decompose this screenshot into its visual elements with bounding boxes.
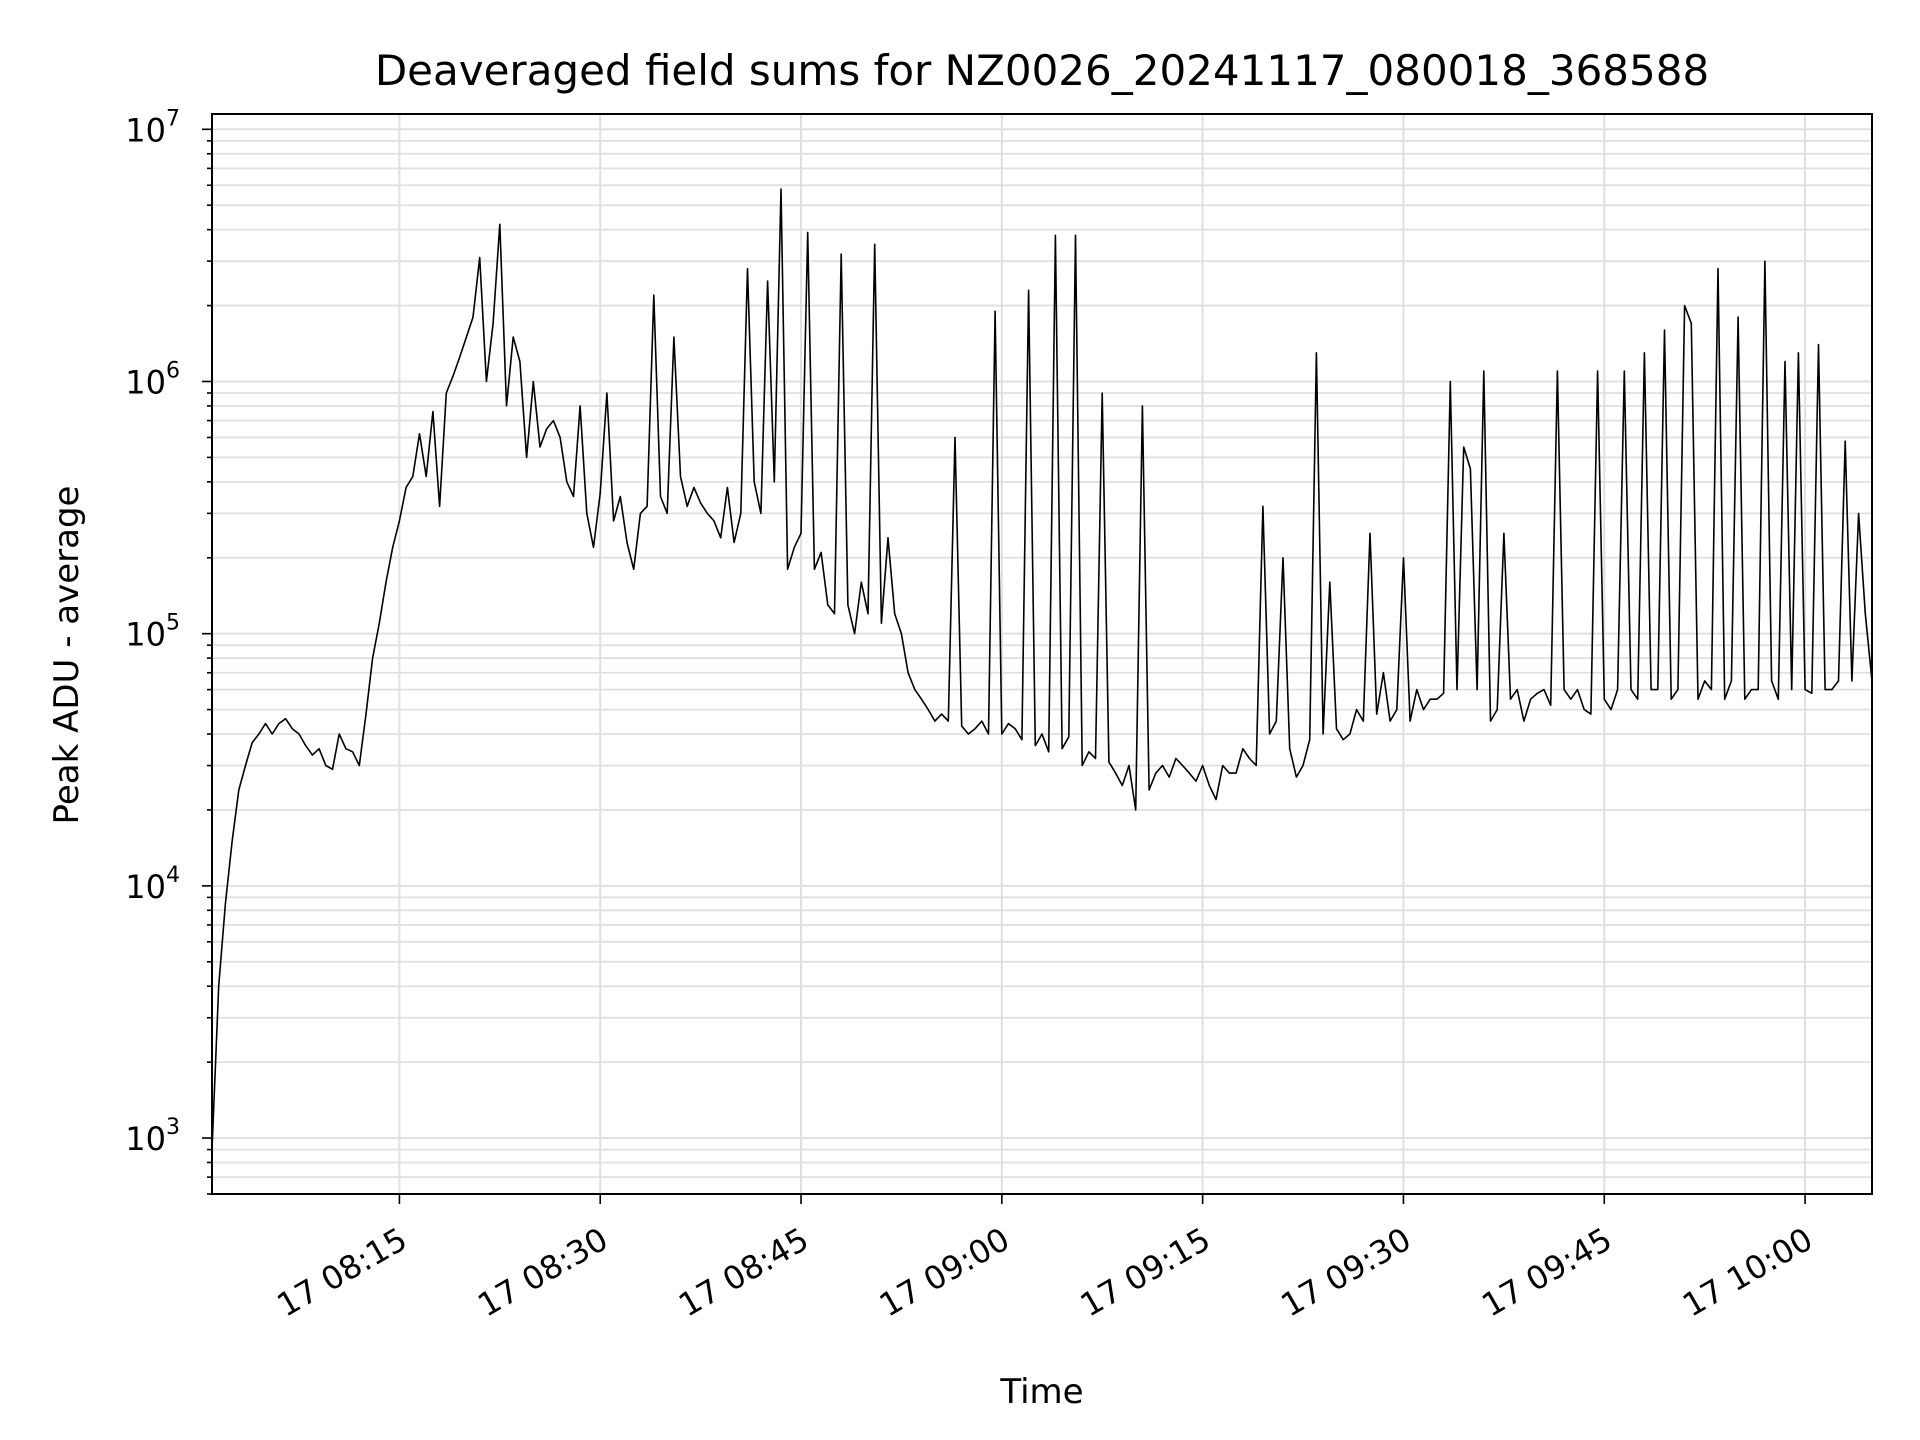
y-tick-base: 10 (125, 868, 166, 906)
y-tick-label: 103 (125, 1115, 180, 1158)
grid (212, 114, 1872, 1195)
y-tick-label: 106 (125, 358, 180, 401)
y-tick-exponent: 7 (166, 106, 180, 131)
y-tick-label: 105 (125, 611, 180, 654)
chart-title: Deaveraged field sums for NZ0026_2024111… (375, 46, 1709, 95)
y-tick-base: 10 (125, 363, 166, 401)
series-line (211, 188, 1873, 1150)
y-tick-exponent: 3 (166, 1115, 180, 1140)
y-tick-exponent: 5 (166, 611, 180, 636)
series-layer (211, 188, 1873, 1150)
y-tick-exponent: 4 (166, 863, 180, 888)
y-tick-exponent: 6 (166, 358, 180, 383)
y-axis-title: Peak ADU - average (47, 486, 87, 825)
x-axis-title: Time (999, 1372, 1083, 1412)
y-tick-label: 107 (125, 106, 180, 149)
y-tick-base: 10 (125, 616, 166, 654)
y-tick-label: 104 (125, 863, 180, 906)
y-tick-base: 10 (125, 111, 166, 149)
plot-frame (211, 113, 1873, 1195)
y-tick-base: 10 (125, 1120, 166, 1158)
